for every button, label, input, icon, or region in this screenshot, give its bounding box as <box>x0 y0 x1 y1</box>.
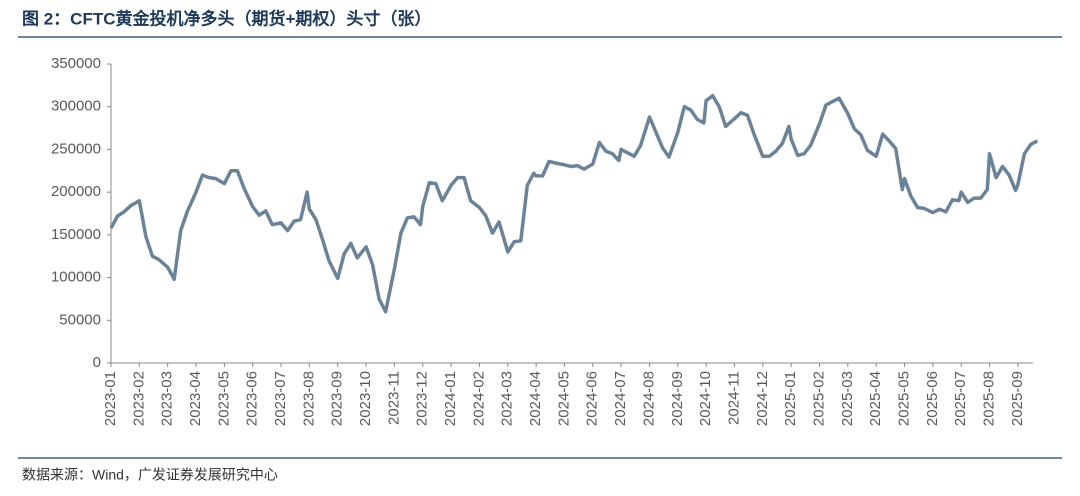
x-tick-label: 2025-01 <box>782 371 799 426</box>
x-tick-label: 2023-01 <box>102 371 119 426</box>
x-tick-label: 2023-12 <box>414 371 431 426</box>
x-tick-label: 2023-09 <box>329 371 346 426</box>
x-tick-label: 2025-06 <box>924 371 941 426</box>
y-tick-label: 250000 <box>51 140 101 157</box>
x-tick-label: 2024-12 <box>754 371 771 426</box>
x-tick-label: 2024-04 <box>527 371 544 426</box>
x-tick-label: 2023-05 <box>215 371 232 426</box>
x-tick-label: 2023-02 <box>130 371 147 426</box>
x-tick-label: 2023-11 <box>385 371 402 425</box>
x-tick-label: 2024-11 <box>725 371 742 425</box>
y-tick-label: 150000 <box>51 226 101 243</box>
x-tick-label: 2023-10 <box>357 371 374 426</box>
x-tick-label: 2024-07 <box>612 371 629 426</box>
y-tick-label: 200000 <box>51 183 101 200</box>
x-tick-label: 2024-09 <box>669 371 686 426</box>
x-tick-label: 2023-04 <box>187 371 204 426</box>
y-tick-label: 0 <box>93 354 101 371</box>
x-tick-label: 2023-03 <box>159 371 176 426</box>
x-tick-label: 2024-06 <box>584 371 601 426</box>
chart-title: 图 2：CFTC黄金投机净多头（期货+期权）头寸（张） <box>22 8 431 28</box>
x-tick-label: 2024-01 <box>442 371 459 426</box>
x-tick-label: 2025-08 <box>981 371 998 426</box>
y-tick-label: 350000 <box>51 55 101 72</box>
x-tick-label: 2025-02 <box>810 371 827 426</box>
x-tick-label: 2024-02 <box>470 371 487 426</box>
y-tick-label: 100000 <box>51 269 101 286</box>
x-tick-label: 2023-07 <box>272 371 289 426</box>
x-tick-label: 2025-04 <box>867 371 884 426</box>
x-tick-label: 2023-06 <box>244 371 261 426</box>
x-tick-label: 2025-03 <box>839 371 856 426</box>
x-tick-label: 2024-10 <box>697 371 714 426</box>
x-tick-label: 2024-03 <box>499 371 516 426</box>
x-tick-label: 2025-05 <box>895 371 912 426</box>
x-tick-label: 2025-09 <box>1009 371 1026 426</box>
data-line <box>109 93 1039 314</box>
x-tick-label: 2024-05 <box>555 371 572 426</box>
x-tick-label: 2025-07 <box>952 371 969 426</box>
x-tick-label: 2024-08 <box>640 371 657 426</box>
y-tick-label: 50000 <box>59 311 101 328</box>
y-tick-label: 300000 <box>51 98 101 115</box>
source-note: 数据来源：Wind，广发证券发展研究中心 <box>22 467 278 483</box>
x-tick-label: 2023-08 <box>300 371 317 426</box>
